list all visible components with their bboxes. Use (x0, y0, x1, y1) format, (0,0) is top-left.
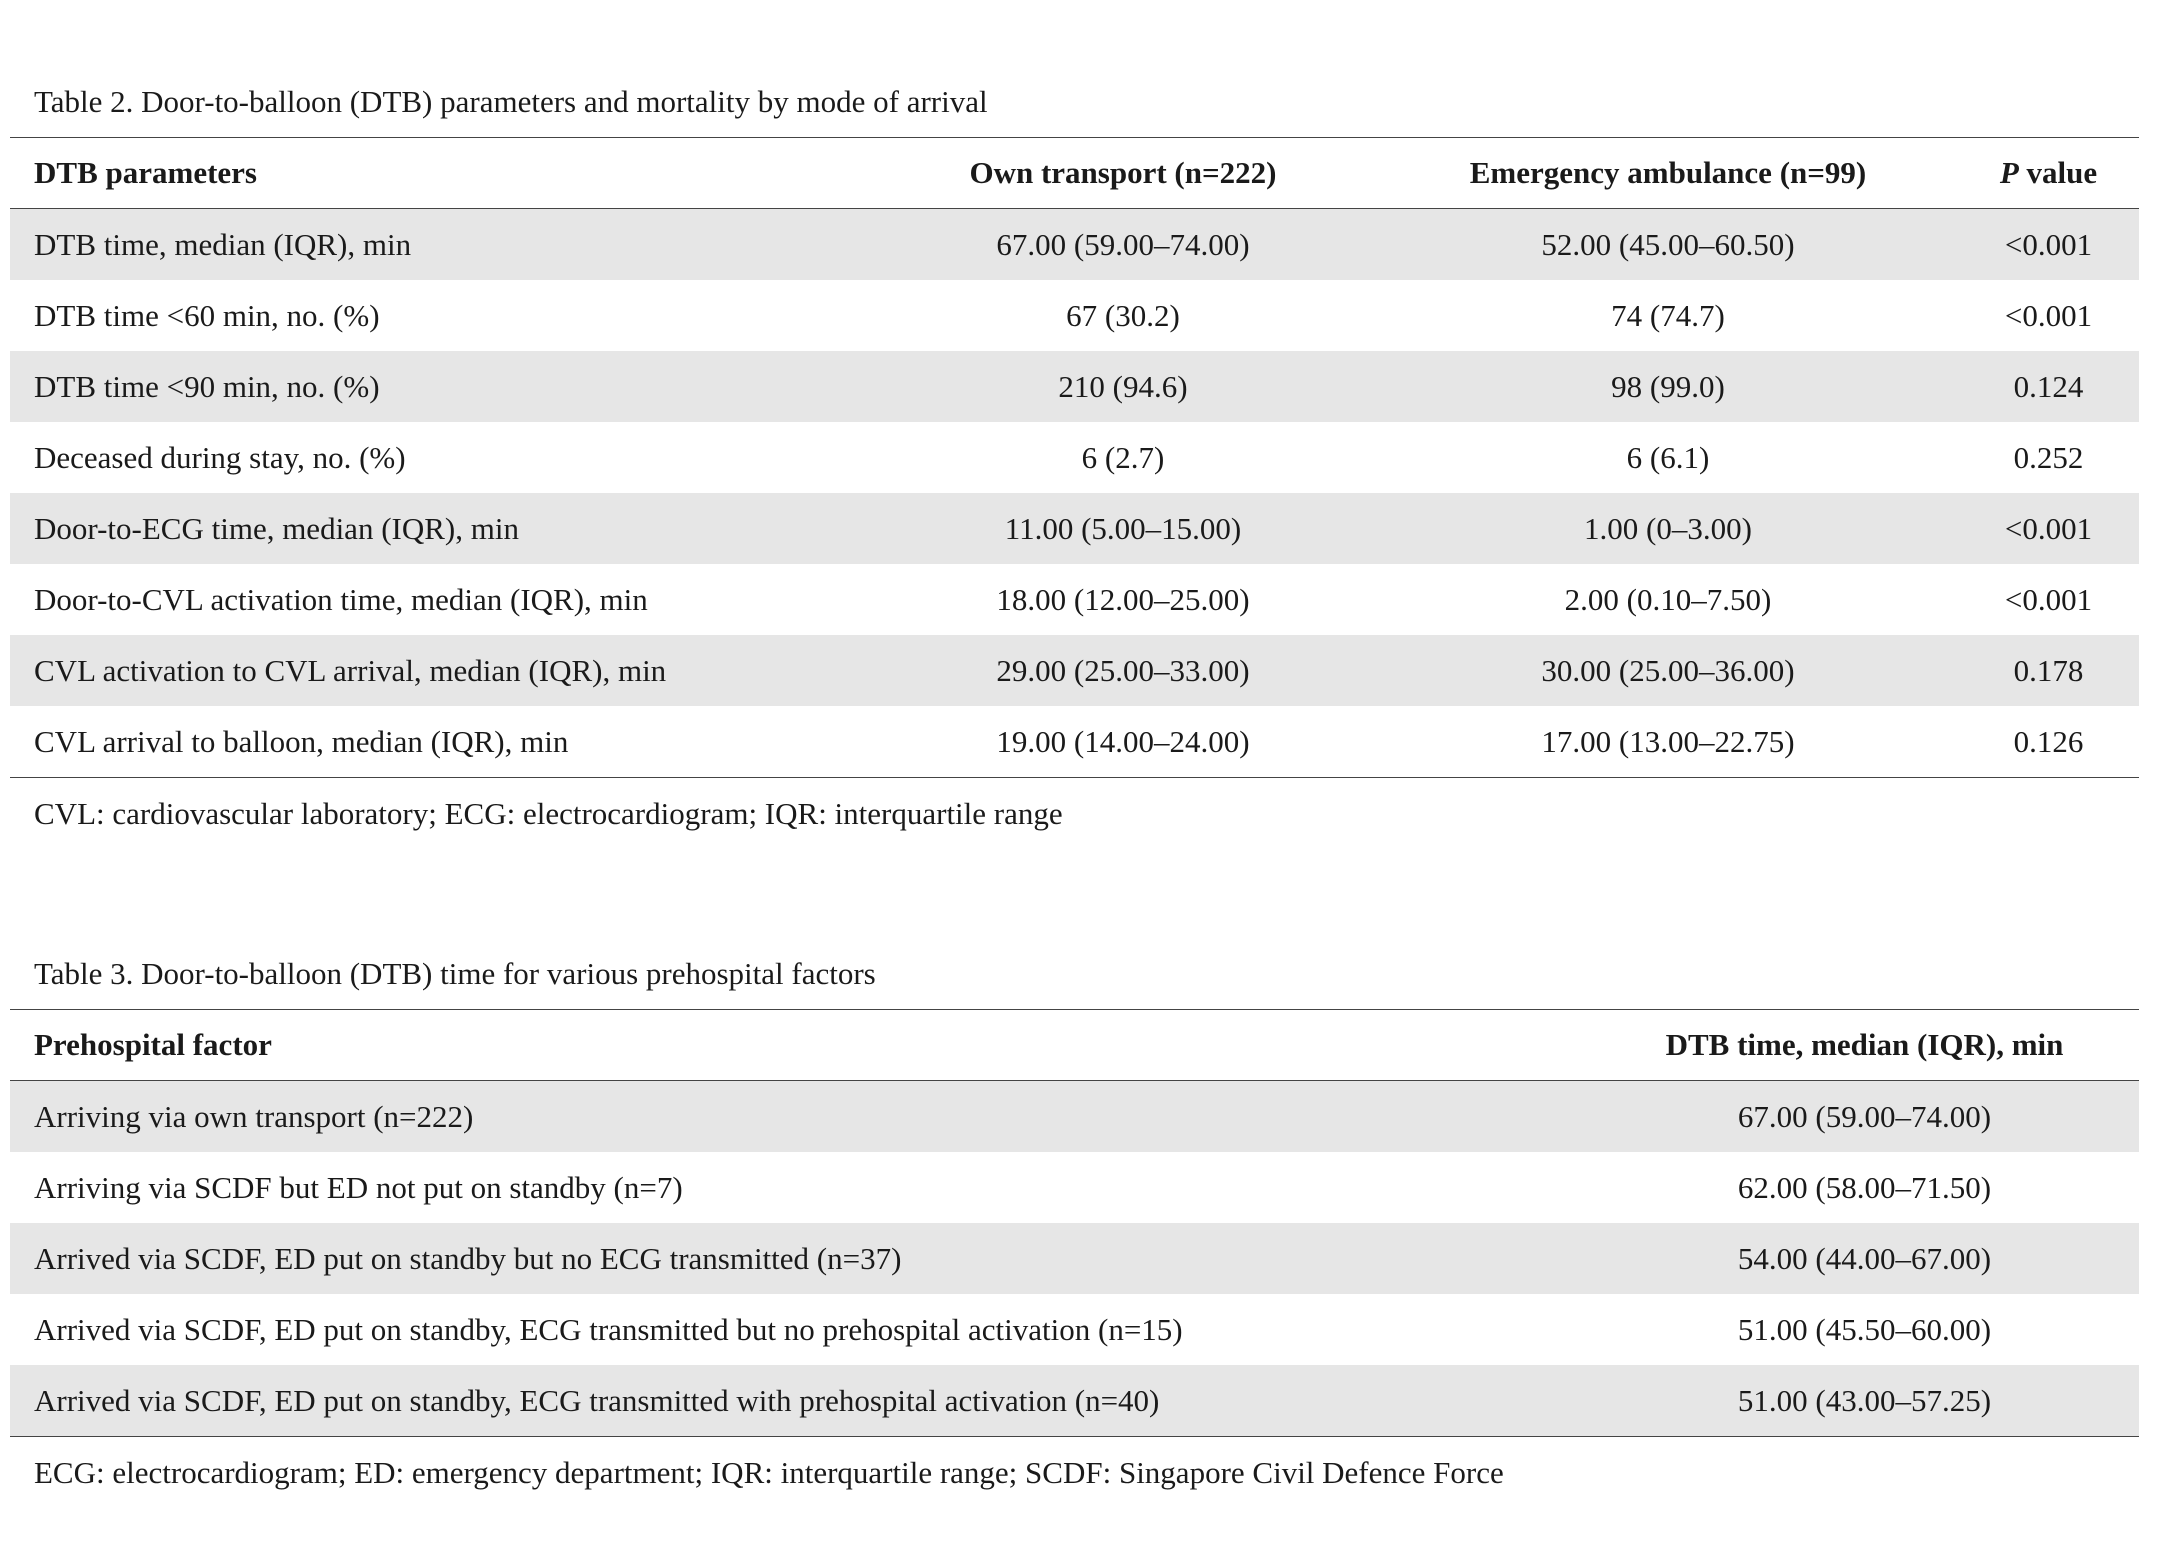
table-row: Deceased during stay, no. (%) 6 (2.7) 6 … (10, 422, 2139, 493)
table-row: Arrived via SCDF, ED put on standby, ECG… (10, 1294, 2139, 1365)
table-row: CVL activation to CVL arrival, median (I… (10, 635, 2139, 706)
p-value: <0.001 (2004, 226, 2093, 262)
row-label: Deceased during stay, no. (%) (34, 439, 406, 475)
header-p-value: P value (1958, 138, 2139, 209)
own-transport-value: 29.00 (25.00–33.00) (996, 652, 1250, 688)
row-label: CVL activation to CVL arrival, median (I… (34, 652, 667, 688)
header-p-rest: value (2018, 155, 2098, 190)
own-transport-value: 210 (94.6) (1058, 368, 1188, 404)
header-emergency-ambulance: Emergency ambulance (n=99) (1469, 155, 1867, 190)
table-2-header-row: DTB parameters Own transport (n=222) Eme… (10, 137, 2139, 209)
own-transport-value: 18.00 (12.00–25.00) (996, 581, 1250, 617)
ambulance-value: 6 (6.1) (1626, 439, 1710, 475)
table-row: DTB time <60 min, no. (%) 67 (30.2) 74 (… (10, 280, 2139, 351)
p-value: <0.001 (2004, 510, 2093, 546)
table-3-footnote: ECG: electrocardiogram; ED: emergency de… (34, 1455, 1504, 1490)
dtb-time-value: 62.00 (58.00–71.50) (1737, 1169, 1992, 1205)
header-dtb-parameters: DTB parameters (34, 155, 257, 190)
header-prehospital-factor: Prehospital factor (34, 1027, 272, 1062)
table-2-caption: Table 2. Door-to-balloon (DTB) parameter… (34, 84, 988, 119)
p-value: 0.124 (2013, 368, 2084, 404)
row-label: Door-to-ECG time, median (IQR), min (34, 510, 519, 546)
p-value: 0.126 (2013, 723, 2084, 759)
table-row: Door-to-ECG time, median (IQR), min 11.0… (10, 493, 2139, 564)
row-label: Arrived via SCDF, ED put on standby, ECG… (34, 1311, 1183, 1347)
ambulance-value: 74 (74.7) (1611, 297, 1725, 333)
p-value: <0.001 (2004, 297, 2093, 333)
row-label: CVL arrival to balloon, median (IQR), mi… (34, 723, 569, 759)
row-label: DTB time, median (IQR), min (34, 226, 412, 262)
table-row: DTB time, median (IQR), min 67.00 (59.00… (10, 208, 2139, 280)
header-p-italic: P (1999, 155, 2019, 190)
table-3: Table 3. Door-to-balloon (DTB) time for … (10, 952, 2139, 1508)
row-label: DTB time <60 min, no. (%) (34, 297, 380, 333)
row-label: DTB time <90 min, no. (%) (34, 368, 380, 404)
table-row: DTB time <90 min, no. (%) 210 (94.6) 98 … (10, 351, 2139, 422)
ambulance-value: 98 (99.0) (1611, 368, 1725, 404)
ambulance-value: 17.00 (13.00–22.75) (1541, 723, 1795, 759)
own-transport-value: 67.00 (59.00–74.00) (996, 226, 1250, 262)
table-3-grid: Prehospital factor DTB time, median (IQR… (10, 1009, 2139, 1437)
ambulance-value: 1.00 (0–3.00) (1584, 510, 1752, 546)
p-value: <0.001 (2004, 581, 2093, 617)
table-3-caption: Table 3. Door-to-balloon (DTB) time for … (34, 956, 876, 991)
row-label: Arriving via own transport (n=222) (34, 1098, 474, 1134)
table-row: Arriving via own transport (n=222) 67.00… (10, 1080, 2139, 1152)
table-row: Door-to-CVL activation time, median (IQR… (10, 564, 2139, 635)
row-label: Arrived via SCDF, ED put on standby, ECG… (34, 1382, 1160, 1418)
row-label: Door-to-CVL activation time, median (IQR… (34, 581, 648, 617)
dtb-time-value: 51.00 (43.00–57.25) (1737, 1382, 1992, 1418)
p-value: 0.252 (2013, 439, 2084, 475)
table-3-header-row: Prehospital factor DTB time, median (IQR… (10, 1009, 2139, 1081)
own-transport-value: 67 (30.2) (1066, 297, 1180, 333)
own-transport-value: 19.00 (14.00–24.00) (996, 723, 1250, 759)
header-dtb-time: DTB time, median (IQR), min (1665, 1027, 2064, 1062)
header-own-transport: Own transport (n=222) (969, 155, 1277, 190)
row-label: Arrived via SCDF, ED put on standby but … (34, 1240, 902, 1276)
table-row: Arrived via SCDF, ED put on standby but … (10, 1223, 2139, 1294)
own-transport-value: 6 (2.7) (1081, 439, 1165, 475)
row-label: Arriving via SCDF but ED not put on stan… (34, 1169, 683, 1205)
dtb-time-value: 51.00 (45.50–60.00) (1737, 1311, 1992, 1347)
dtb-time-value: 67.00 (59.00–74.00) (1737, 1098, 1992, 1134)
own-transport-value: 11.00 (5.00–15.00) (1004, 510, 1242, 546)
p-value: 0.178 (2013, 652, 2084, 688)
dtb-time-value: 54.00 (44.00–67.00) (1737, 1240, 1992, 1276)
table-2-grid: DTB parameters Own transport (n=222) Eme… (10, 137, 2139, 778)
ambulance-value: 30.00 (25.00–36.00) (1541, 652, 1795, 688)
ambulance-value: 2.00 (0.10–7.50) (1564, 581, 1772, 617)
table-row: CVL arrival to balloon, median (IQR), mi… (10, 706, 2139, 778)
table-2-footnote: CVL: cardiovascular laboratory; ECG: ele… (34, 796, 1063, 831)
ambulance-value: 52.00 (45.00–60.50) (1541, 226, 1795, 262)
table-row: Arriving via SCDF but ED not put on stan… (10, 1152, 2139, 1223)
table-row: Arrived via SCDF, ED put on standby, ECG… (10, 1365, 2139, 1437)
table-2: Table 2. Door-to-balloon (DTB) parameter… (10, 80, 2139, 849)
